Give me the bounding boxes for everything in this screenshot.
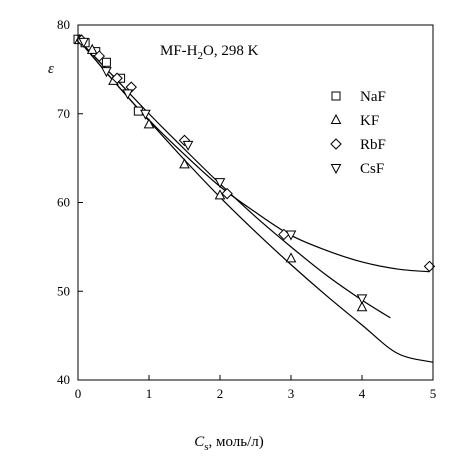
- series-csf: [78, 37, 368, 305]
- data-point: [111, 72, 123, 84]
- x-tick-label: 5: [430, 386, 437, 401]
- x-axis-label: Cs, моль/л): [194, 434, 264, 453]
- y-axis-label: ε: [48, 61, 54, 77]
- data-point: [285, 230, 297, 241]
- chart-annotation: MF-H2O, 298 K: [160, 43, 259, 62]
- legend-label: NaF: [360, 89, 386, 105]
- y-tick-label: 50: [57, 283, 70, 298]
- data-point: [101, 57, 111, 67]
- data-point: [143, 118, 155, 129]
- legend: NaF KF RbF CsF: [330, 89, 386, 177]
- data-point: [93, 50, 106, 62]
- data-point: [214, 178, 226, 189]
- plot-frame: [77, 24, 434, 381]
- data-point: [179, 158, 190, 169]
- legend-marker: [330, 138, 342, 150]
- fit-curve: [77, 38, 430, 273]
- data-point: [78, 37, 90, 48]
- x-tick-label: 2: [217, 386, 224, 401]
- legend-marker: [330, 164, 342, 175]
- data-point: [101, 67, 112, 78]
- x-tick-label: 3: [288, 386, 295, 401]
- data-point: [182, 140, 194, 151]
- data-point: [214, 189, 226, 200]
- series-rbf: [75, 34, 436, 273]
- fit-curve: [77, 38, 391, 319]
- x-tick-label: 0: [75, 386, 82, 401]
- data-point: [356, 301, 368, 312]
- data-point: [221, 187, 233, 200]
- y-tick-label: 60: [57, 195, 70, 210]
- x-tick-label: 1: [146, 386, 153, 401]
- data-point: [356, 294, 368, 305]
- data-markers: [73, 34, 436, 312]
- data-point: [122, 89, 134, 100]
- axes: 0 1 2 3 4 5 40 50 60 70 80: [57, 17, 436, 401]
- data-point: [285, 252, 297, 263]
- legend-marker: [330, 113, 342, 124]
- legend-label: CsF: [360, 161, 384, 177]
- legend-label: KF: [360, 113, 379, 129]
- y-tick-label: 80: [57, 17, 70, 32]
- legend-label: RbF: [360, 137, 386, 153]
- legend-marker: [331, 91, 341, 101]
- data-point: [140, 109, 151, 120]
- x-tick-label: 4: [359, 386, 366, 401]
- y-tick-label: 40: [57, 372, 70, 387]
- y-tick-label: 70: [57, 106, 70, 121]
- data-point: [86, 43, 98, 54]
